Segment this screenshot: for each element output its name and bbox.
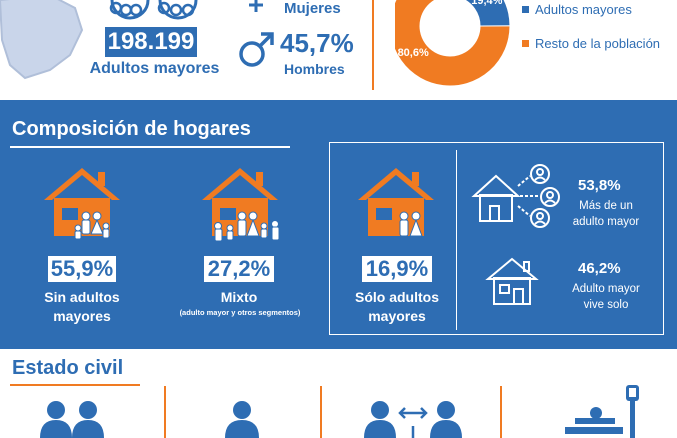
elderly-couple-icon	[109, 0, 198, 20]
legend-swatch	[522, 40, 529, 47]
legend-label: Adultos mayores	[535, 2, 632, 17]
demographics-header: 198.199 Adultos mayores Mujeres 45,7% Ho…	[0, 0, 677, 100]
house-elderly-couple-icon	[358, 168, 434, 237]
population-donut-chart: 19,4% 80,6%	[395, 0, 511, 87]
sin-adultos-percentage: 55,9%	[48, 256, 116, 282]
adultos-mayores-label: Adultos mayores	[89, 60, 220, 77]
mujeres-label: Mujeres	[284, 0, 341, 17]
hogares-section	[0, 100, 677, 349]
mixto-sublabel: (adulto mayor y otros segmentos)	[179, 308, 301, 317]
label-line: vive solo	[583, 299, 629, 311]
house-family-icon	[44, 168, 120, 240]
box-divider	[456, 150, 457, 330]
vive-solo-label: Adulto mayor vive solo	[556, 281, 656, 313]
label-line: mayores	[53, 308, 111, 324]
label-line: Sin adultos	[44, 289, 120, 305]
hombres-label: Hombres	[284, 61, 345, 77]
label-line: mayores	[368, 308, 426, 324]
house-outline-icon	[485, 257, 539, 305]
married-couple-icon	[40, 401, 104, 438]
label-line: Sólo adultos	[355, 289, 439, 305]
title-underline	[10, 384, 140, 386]
bench-lamp-icon	[565, 385, 639, 438]
mas-de-un-label: Más de un adulto mayor	[556, 198, 656, 230]
hombres-percentage: 45,7%	[280, 28, 354, 58]
male-symbol-icon	[239, 32, 274, 67]
label-line: adulto mayor	[572, 216, 640, 228]
donut-label-adultos-mayores: 19,4%	[471, 0, 502, 7]
donut-slice-resto	[395, 0, 511, 87]
mixto-percentage: 27,2%	[204, 256, 274, 282]
orange-divider	[320, 386, 322, 438]
region-map-icon	[0, 0, 84, 80]
solo-adultos-percentage: 16,9%	[362, 256, 432, 282]
donut-label-resto: 80,6%	[398, 47, 429, 59]
adultos-mayores-count: 198.199	[105, 27, 197, 57]
legend-item-adultos-mayores: Adultos mayores	[522, 2, 632, 17]
house-mixed-family-icon	[202, 168, 280, 242]
orange-divider	[164, 386, 166, 438]
mas-de-un-percentage: 53,8%	[578, 177, 621, 194]
sin-adultos-label: Sin adultos mayores	[30, 288, 134, 326]
legend-label: Resto de la población	[535, 36, 661, 51]
vive-solo-percentage: 46,2%	[578, 260, 621, 277]
solo-adultos-box	[329, 142, 664, 335]
solo-adultos-label: Sólo adultos mayores	[344, 288, 450, 326]
mixto-label: Mixto	[220, 289, 258, 305]
label-line: Más de un	[579, 200, 633, 212]
house-multiple-people-icon	[471, 164, 560, 228]
legend-swatch	[522, 6, 529, 13]
section-title: Estado civil	[12, 357, 124, 379]
label-line: Adulto mayor	[572, 283, 640, 295]
orange-divider	[500, 386, 502, 438]
section-title: Composición de hogares	[12, 118, 251, 140]
title-underline	[10, 146, 290, 148]
single-person-icon	[225, 401, 259, 438]
separated-couple-icon	[364, 401, 462, 438]
orange-divider	[372, 0, 374, 90]
estado-civil-section	[0, 349, 677, 438]
female-symbol-icon	[249, 0, 263, 12]
legend-item-resto-poblacion: Resto de la población	[522, 36, 660, 51]
